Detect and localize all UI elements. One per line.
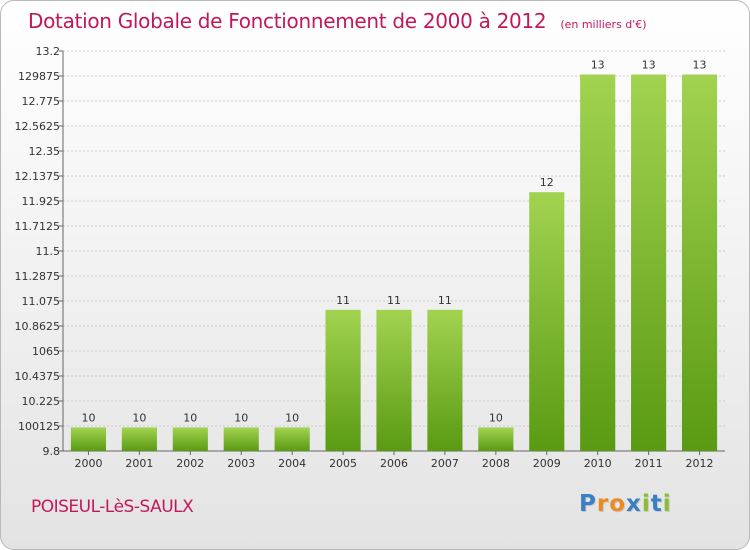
bar-value-label: 11: [336, 294, 350, 307]
logo-letter: t: [650, 491, 663, 517]
x-tick-label: 2005: [329, 457, 357, 470]
y-tick-label: 10.8625: [15, 320, 61, 333]
y-tick-label: 11.075: [22, 295, 61, 308]
y-tick-label: 12.1375: [15, 170, 61, 183]
bar-value-label: 10: [183, 411, 197, 424]
bar-value-label: 10: [132, 411, 146, 424]
y-tick-label: 1065: [32, 345, 60, 358]
x-tick-label: 2012: [686, 457, 714, 470]
bar-value-label: 12: [540, 176, 554, 189]
y-tick-label: 11.925: [22, 195, 61, 208]
y-tick-label: 13.2: [36, 45, 61, 58]
y-tick-label: 12.35: [29, 145, 61, 158]
proxiti-logo: Proxiti: [579, 491, 672, 517]
x-tick-label: 2002: [176, 457, 204, 470]
x-tick-label: 2008: [482, 457, 510, 470]
y-tick-label: 10.4375: [15, 370, 61, 383]
bar: [376, 309, 412, 451]
x-tick-label: 2007: [431, 457, 459, 470]
x-tick-label: 2003: [227, 457, 255, 470]
logo-letter: o: [609, 491, 627, 517]
bar-value-label: 10: [234, 411, 248, 424]
logo-letter: r: [596, 491, 610, 517]
commune-name: POISEUL-LèS-SAULX: [31, 497, 194, 517]
bar-value-label: 13: [642, 59, 656, 72]
y-tick-label: 9.8: [43, 445, 61, 458]
y-tick-label: 100125: [18, 420, 60, 433]
bar-value-label: 10: [81, 411, 95, 424]
bar: [70, 427, 107, 451]
logo-letter: i: [662, 491, 672, 517]
bar-value-label: 10: [285, 411, 299, 424]
x-tick-label: 2006: [380, 457, 408, 470]
bar-value-label: 11: [387, 294, 401, 307]
bar: [121, 427, 157, 451]
bar: [172, 427, 208, 451]
y-tick-label: 11.5: [36, 245, 61, 258]
bar: [223, 427, 259, 451]
bar: [631, 74, 667, 451]
x-tick-label: 2004: [278, 457, 306, 470]
chart-title-text: Dotation Globale de Fonctionnement de 20…: [28, 9, 547, 33]
x-tick-label: 2001: [125, 457, 153, 470]
x-tick-label: 2011: [635, 457, 663, 470]
y-tick-label: 10.225: [22, 395, 61, 408]
x-tick-label: 2009: [533, 457, 561, 470]
logo-letter: x: [626, 491, 642, 517]
bar: [427, 309, 463, 451]
x-tick-label: 2010: [584, 457, 612, 470]
bar-value-label: 10: [489, 411, 503, 424]
y-tick-label: 11.2875: [15, 270, 61, 283]
bar: [478, 427, 514, 451]
bar: [529, 192, 565, 452]
bar-value-label: 11: [438, 294, 452, 307]
bar: [325, 309, 361, 451]
y-tick-label: 11.7125: [15, 220, 61, 233]
logo-letter: P: [579, 491, 597, 517]
bar-value-label: 13: [591, 59, 605, 72]
bar: [580, 74, 616, 451]
chart-unit: (en milliers d'€): [560, 18, 647, 31]
y-tick-label: 12.775: [22, 95, 61, 108]
bar: [274, 427, 310, 451]
bar-value-label: 13: [693, 59, 707, 72]
logo-letter: i: [641, 491, 651, 517]
chart-title: Dotation Globale de Fonctionnement de 20…: [28, 9, 647, 33]
y-tick-label: 12.5625: [15, 120, 61, 133]
bar: [681, 74, 718, 451]
y-tick-label: 129875: [18, 70, 60, 83]
x-tick-label: 2000: [74, 457, 102, 470]
